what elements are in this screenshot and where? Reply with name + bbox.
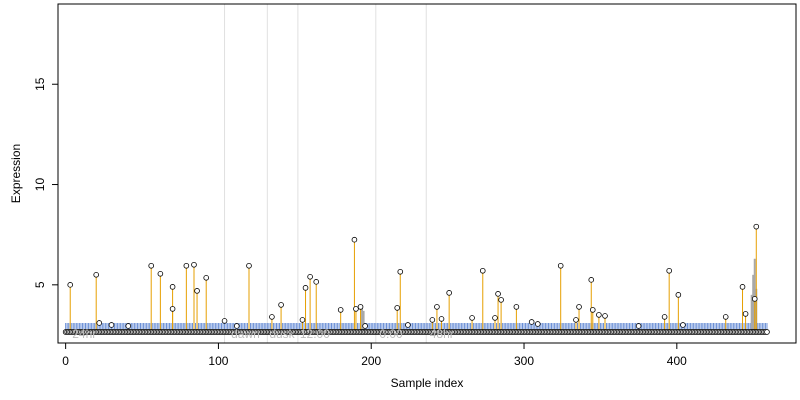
minor-point: [405, 322, 411, 328]
peak-point: [661, 314, 668, 320]
peak-point: [194, 288, 200, 294]
peak-point: [495, 291, 501, 297]
phase-label: 12:00: [300, 327, 330, 341]
peak-point: [446, 290, 452, 296]
peak-point: [203, 275, 210, 281]
peak-point: [169, 284, 176, 290]
peak-point: [434, 304, 440, 310]
peak-point: [353, 306, 359, 312]
peak-point: [588, 277, 595, 283]
peak-point: [269, 314, 275, 320]
peak-point: [302, 285, 309, 291]
x-tick-label: 0: [62, 354, 69, 368]
minor-point: [680, 322, 686, 328]
y-tick-label: 10: [33, 178, 47, 192]
peak-point: [169, 306, 176, 312]
peak-point: [602, 313, 608, 319]
peak-point: [357, 304, 364, 310]
peak-point: [722, 314, 729, 320]
peak-point: [469, 315, 475, 321]
peak-point: [191, 261, 197, 268]
minor-point: [108, 322, 115, 328]
minor-point: [233, 323, 240, 329]
peak-stems: [69, 226, 758, 332]
phase-label: dusk: [269, 327, 295, 341]
x-tick-label: 200: [361, 354, 381, 368]
minor-point: [362, 323, 368, 329]
peak-point: [438, 316, 445, 322]
minor-point: [221, 318, 228, 324]
peak-point: [93, 271, 99, 278]
peak-point: [739, 284, 746, 290]
minor-point: [96, 320, 103, 326]
peak-point: [666, 267, 672, 274]
peak-point: [394, 305, 401, 311]
peak-point: [313, 279, 320, 285]
peak-point: [498, 297, 504, 303]
peak-point: [675, 292, 682, 298]
peak-point: [573, 317, 579, 323]
peak-point: [246, 262, 252, 269]
y-tick-label: 15: [33, 77, 47, 91]
peak-point: [753, 223, 760, 230]
phase-lines: [224, 4, 427, 343]
plot-frame: [57, 3, 797, 344]
peak-point: [742, 311, 749, 317]
phase-label: 48hr: [430, 327, 454, 341]
peak-point: [513, 304, 520, 310]
y-tick-label: 5: [33, 281, 47, 288]
phase-label: dawn: [231, 327, 260, 341]
peak-point: [183, 262, 190, 269]
minor-point: [534, 321, 541, 327]
y-axis-label: Expression: [9, 144, 23, 203]
peak-point: [351, 236, 358, 243]
peak-point: [148, 262, 155, 269]
phase-labels: 24hr dawn dusk 12:00 0:00 48hr: [72, 327, 454, 341]
minor-point: [528, 319, 535, 325]
peak-point: [157, 270, 164, 277]
x-axis: 0 100 200 300 400: [62, 342, 687, 368]
peak-point: [492, 315, 498, 321]
peak-point: [596, 312, 602, 318]
x-tick-label: 400: [667, 354, 687, 368]
peak-point: [557, 262, 564, 269]
x-tick-label: 300: [514, 354, 534, 368]
x-tick-label: 100: [208, 354, 228, 368]
peak-point: [307, 274, 313, 280]
peak-point: [299, 317, 306, 323]
peak-point: [589, 307, 596, 313]
peak-point: [67, 282, 74, 288]
peak-point: [576, 304, 582, 310]
x-axis-label: Sample index: [391, 376, 464, 390]
baseline-stems: [65, 323, 768, 329]
baseline-point: [764, 329, 770, 335]
phase-label: 24hr: [72, 327, 96, 341]
phase-label: 0:00: [379, 327, 403, 341]
peak-point: [751, 296, 758, 302]
peak-point: [278, 302, 284, 308]
peak-point: [479, 267, 486, 274]
peak-point: [397, 268, 404, 275]
data-points: [62, 223, 770, 335]
peak-point: [429, 317, 436, 323]
y-axis: 5 10 15: [33, 77, 58, 288]
minor-point: [635, 323, 642, 329]
peak-point: [337, 307, 344, 313]
minor-point: [125, 323, 132, 329]
